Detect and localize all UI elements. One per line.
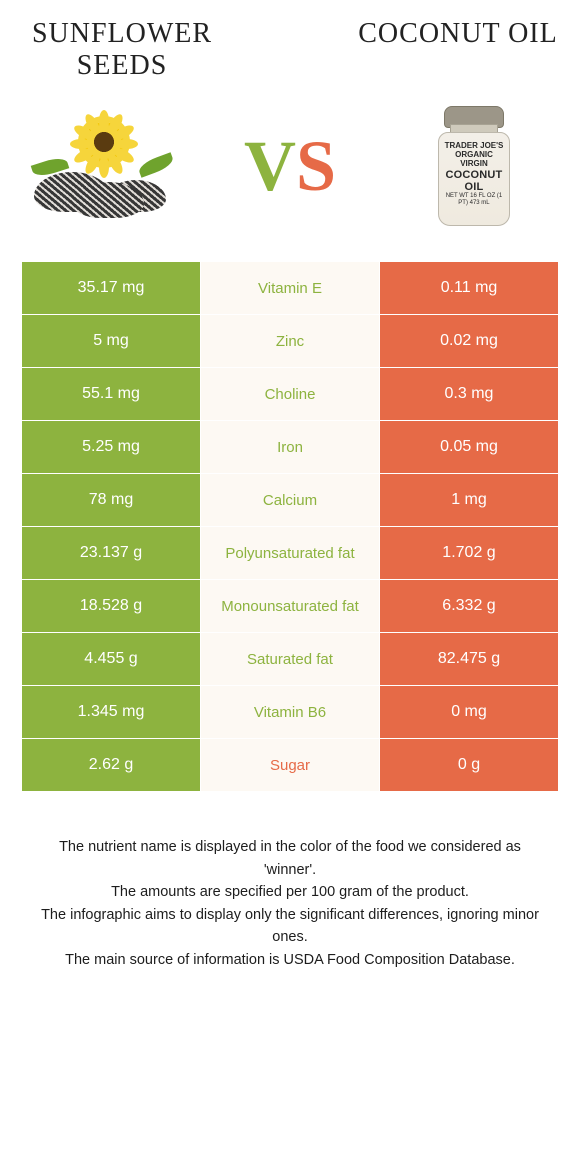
right-value: 1 mg [380, 474, 558, 526]
left-value: 5.25 mg [22, 421, 200, 473]
vs-v: V [244, 130, 296, 202]
right-value: 82.475 g [380, 633, 558, 685]
vs-s: S [296, 130, 336, 202]
nutrient-label: Vitamin E [200, 262, 380, 314]
sunflower-image [26, 106, 186, 226]
images-row: VS TRADER JOE'S ORGANIC VIRGIN COCONUT O… [22, 106, 558, 226]
comparison-table: 35.17 mgVitamin E0.11 mg5 mgZinc0.02 mg5… [22, 262, 558, 792]
nutrient-label: Sugar [200, 739, 380, 791]
header: Sunflower seeds Coconut oil [22, 18, 558, 82]
left-value: 78 mg [22, 474, 200, 526]
right-value: 6.332 g [380, 580, 558, 632]
jar-line1: ORGANIC [455, 150, 493, 159]
left-value: 4.455 g [22, 633, 200, 685]
footer-line: The main source of information is USDA F… [32, 949, 548, 971]
table-row: 18.528 gMonounsaturated fat6.332 g [22, 580, 558, 633]
table-row: 78 mgCalcium1 mg [22, 474, 558, 527]
right-value: 0.02 mg [380, 315, 558, 367]
footer-line: The nutrient name is displayed in the co… [32, 836, 548, 881]
right-title: Coconut oil [358, 18, 558, 82]
left-value: 2.62 g [22, 739, 200, 791]
footer-line: The amounts are specified per 100 gram o… [32, 881, 548, 903]
nutrient-label: Polyunsaturated fat [200, 527, 380, 579]
left-title: Sunflower seeds [22, 18, 222, 82]
jar-brand: TRADER JOE'S [445, 141, 504, 150]
table-row: 4.455 gSaturated fat82.475 g [22, 633, 558, 686]
table-row: 55.1 mgCholine0.3 mg [22, 368, 558, 421]
right-value: 0.05 mg [380, 421, 558, 473]
coconut-oil-image: TRADER JOE'S ORGANIC VIRGIN COCONUT OIL … [394, 106, 554, 226]
nutrient-label: Choline [200, 368, 380, 420]
table-row: 23.137 gPolyunsaturated fat1.702 g [22, 527, 558, 580]
vs-label: VS [244, 130, 336, 202]
right-value: 1.702 g [380, 527, 558, 579]
left-value: 55.1 mg [22, 368, 200, 420]
nutrient-label: Monounsaturated fat [200, 580, 380, 632]
right-value: 0 mg [380, 686, 558, 738]
left-value: 23.137 g [22, 527, 200, 579]
jar-big1: COCONUT [444, 169, 504, 181]
footer-line: The infographic aims to display only the… [32, 904, 548, 949]
jar-big2: OIL [444, 181, 504, 193]
table-row: 2.62 gSugar0 g [22, 739, 558, 792]
table-row: 35.17 mgVitamin E0.11 mg [22, 262, 558, 315]
nutrient-label: Iron [200, 421, 380, 473]
right-value: 0 g [380, 739, 558, 791]
left-value: 1.345 mg [22, 686, 200, 738]
left-value: 5 mg [22, 315, 200, 367]
table-row: 5 mgZinc0.02 mg [22, 315, 558, 368]
right-value: 0.11 mg [380, 262, 558, 314]
table-row: 1.345 mgVitamin B60 mg [22, 686, 558, 739]
table-row: 5.25 mgIron0.05 mg [22, 421, 558, 474]
left-value: 35.17 mg [22, 262, 200, 314]
nutrient-label: Saturated fat [200, 633, 380, 685]
left-value: 18.528 g [22, 580, 200, 632]
right-value: 0.3 mg [380, 368, 558, 420]
jar-sub: NET WT 16 FL OZ (1 PT) 473 mL [444, 193, 504, 206]
jar-line2: VIRGIN [460, 159, 488, 168]
nutrient-label: Calcium [200, 474, 380, 526]
footer-notes: The nutrient name is displayed in the co… [22, 836, 558, 971]
nutrient-label: Vitamin B6 [200, 686, 380, 738]
nutrient-label: Zinc [200, 315, 380, 367]
